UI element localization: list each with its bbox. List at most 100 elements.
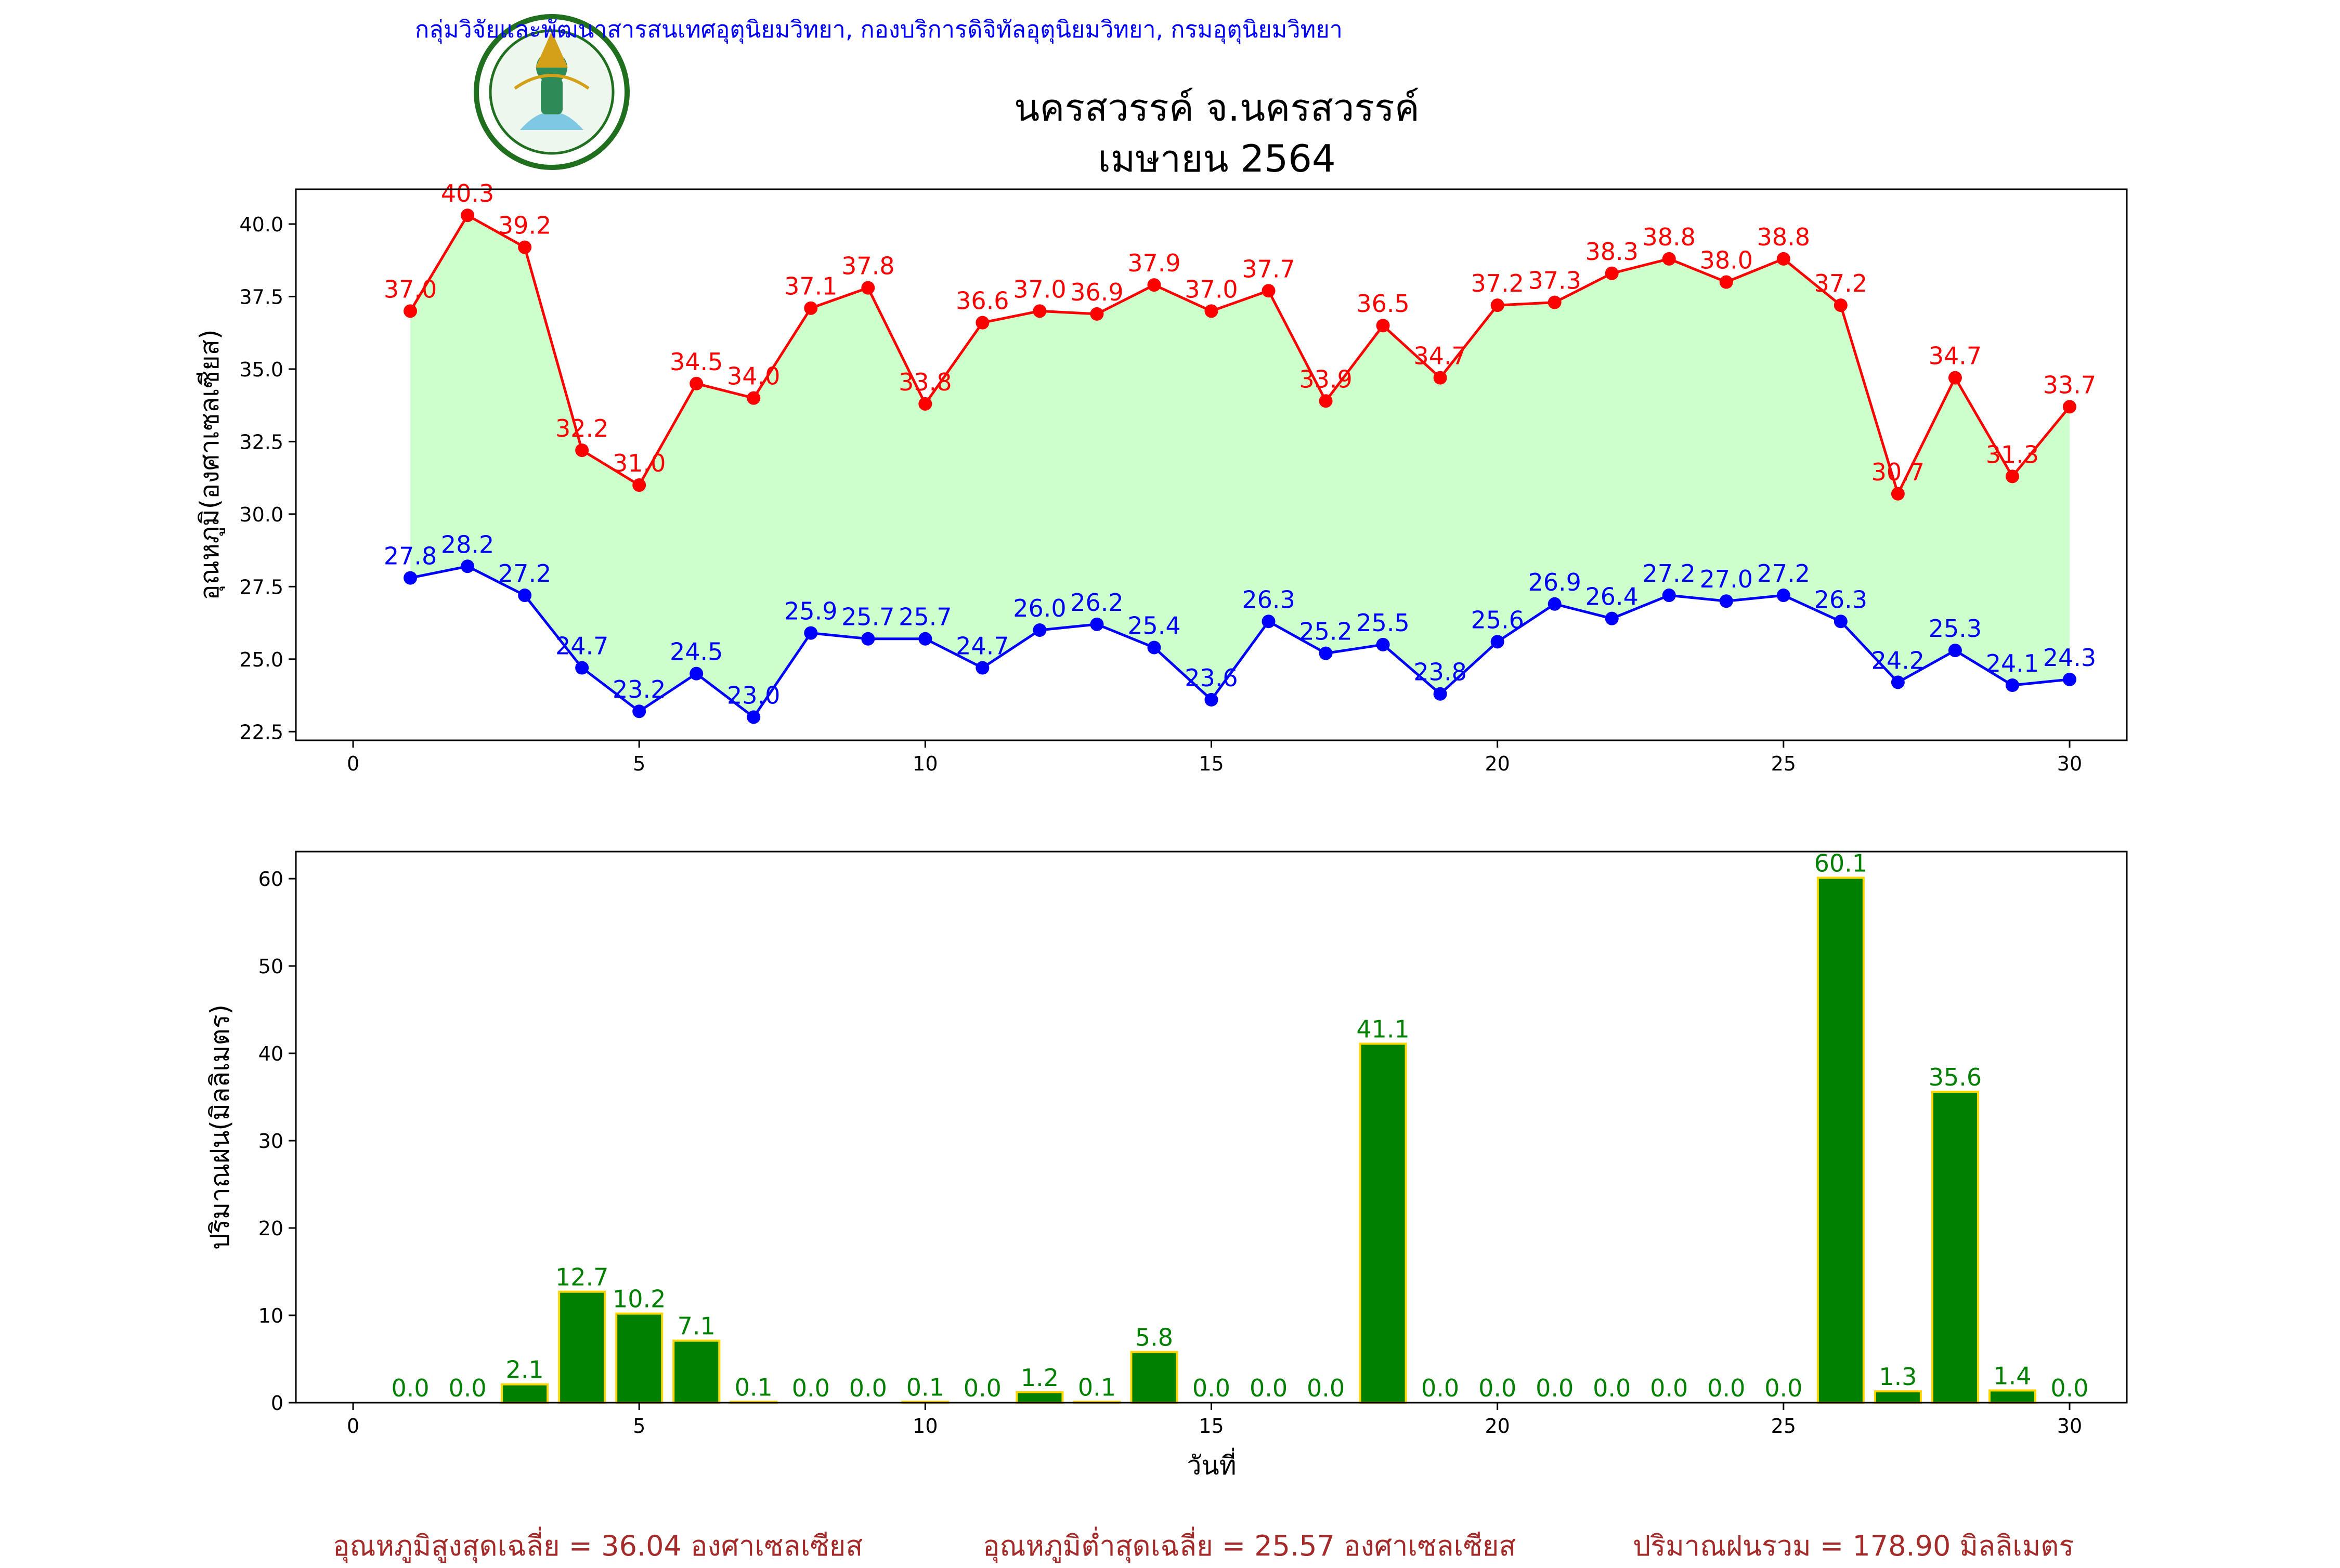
min-temperature-data-label: 24.7 [956,632,1009,660]
period-title: เมษายน 2564 [1098,137,1336,180]
max-temperature-point [1262,284,1276,298]
rainfall-y-tick-label: 40 [258,1042,283,1065]
min-temperature-point [1033,623,1047,637]
max-temperature-data-label: 33.8 [899,368,952,396]
min-temperature-point [1776,589,1790,603]
rainfall-bar [1130,1351,1178,1404]
min-temperature-data-label: 25.6 [1471,606,1524,634]
max-temperature-point [2005,469,2019,484]
min-temperature-point [1719,594,1733,608]
min-temperature-data-label: 26.3 [1814,585,1867,613]
rainfall-data-label: 0.0 [1536,1374,1574,1402]
max-temperature-data-label: 37.7 [1242,255,1295,283]
max-temperature-point [1319,394,1333,408]
min-temperature-point [461,559,475,573]
total-rainfall: ปริมาณฝนรวม = 178.90 มิลลิเมตร [1633,1530,2074,1562]
rainfall-bar [1988,1389,2036,1404]
temperature-x-tick-label: 30 [2057,752,2082,775]
rainfall-bar [1359,1042,1407,1404]
rainfall-x-tick-label: 30 [2057,1415,2082,1438]
max-temperature-data-label: 34.0 [727,362,780,390]
max-temperature-data-label: 31.0 [613,449,666,477]
rainfall-x-tick-label: 5 [633,1415,645,1438]
rainfall-data-label: 0.0 [1192,1374,1230,1402]
temperature-y-tick-label: 37.5 [239,285,283,308]
temperature-y-tick-label: 27.5 [239,576,283,598]
rainfall-bar [1816,877,1865,1404]
max-temperature-point [1490,298,1504,312]
temperature-range-fill [410,215,2070,717]
max-temperature-data-label: 37.2 [1814,269,1867,297]
max-temperature-point [1548,295,1562,309]
max-temperature-point [404,304,418,318]
rainfall-data-label: 0.0 [1764,1374,1802,1402]
average-max-temperature: อุณหภูมิสูงสุดเฉลี่ย = 36.04 องศาเซลเซีย… [333,1530,863,1562]
rainfall-chart: 0.0 0.0 2.1 12.710.2 7.1 0.1 0.0 0.0 0.1 0.0 1.2 0.… [205,849,2128,1481]
max-temperature-point [461,208,475,223]
max-temperature-data-label: 40.3 [441,179,494,207]
min-temperature-point [1490,635,1504,649]
rainfall-x-tick-label: 25 [1771,1415,1796,1438]
max-temperature-point [1719,275,1733,289]
rainfall-data-label: 1.3 [1879,1363,1917,1391]
max-temperature-data-label: 37.9 [1127,249,1180,277]
min-temperature-data-label: 27.2 [1757,559,1810,587]
min-temperature-point [861,632,875,646]
max-temperature-point [2062,400,2076,414]
rainfall-y-tick-label: 0 [271,1392,283,1415]
rainfall-data-label: 60.1 [1814,849,1867,877]
average-min-temperature: อุณหภูมิต่ำสุดเฉลี่ย = 25.57 องศาเซลเซีย… [983,1530,1516,1562]
temperature-chart: 37.0 40.339.2 32.231.0 34.534.0 37.137.8 33.8… [194,179,2128,775]
temperature-y-tick-label: 40.0 [239,213,283,236]
max-temperature-point [1147,278,1161,292]
min-temperature-point [575,661,589,675]
rainfall-y-tick-label: 30 [258,1130,283,1153]
rainfall-data-label: 0.0 [449,1374,487,1402]
max-temperature-point [1204,304,1218,318]
temperature-y-tick-label: 22.5 [239,721,283,743]
temperature-y-tick-label: 32.5 [239,430,283,453]
min-temperature-data-label: 27.2 [498,559,551,587]
min-temperature-data-label: 27.2 [1643,559,1696,587]
rainfall-y-tick-label: 10 [258,1304,283,1327]
rainfall-x-tick-label: 20 [1485,1415,1510,1438]
temperature-x-tick-label: 25 [1771,752,1796,775]
max-temperature-point [1376,319,1390,333]
rainfall-y-tick-label: 50 [258,955,283,978]
rainfall-y-tick-label: 60 [258,868,283,891]
rainfall-data-label: 35.6 [1929,1063,1982,1091]
max-temperature-data-label: 39.2 [498,212,551,240]
min-temperature-data-label: 24.3 [2043,644,2096,672]
temperature-y-tick-label: 35.0 [239,358,283,381]
rainfall-data-label: 0.0 [1650,1374,1688,1402]
max-temperature-point [632,478,646,492]
rainfall-y-axis-label: ปริมาณฝน(มิลลิเมตร) [205,1004,235,1250]
max-temperature-data-label: 37.0 [384,275,437,303]
max-temperature-point [1605,266,1619,280]
max-temperature-point [690,376,704,390]
min-temperature-point [1891,675,1905,689]
max-temperature-data-label: 30.7 [1871,458,1925,486]
rainfall-data-label: 5.8 [1135,1324,1173,1352]
min-temperature-point [1090,617,1104,631]
min-temperature-data-label: 24.7 [555,632,608,660]
min-temperature-point [632,704,646,718]
rainfall-x-axis-label: วันที่ [1187,1448,1236,1481]
min-temperature-point [1376,637,1390,651]
rainfall-data-label: 0.1 [906,1373,944,1401]
rainfall-data-label: 0.0 [391,1374,429,1402]
max-temperature-data-label: 33.9 [1299,365,1352,393]
max-temperature-data-label: 32.2 [555,414,608,442]
max-temperature-point [1776,252,1790,266]
max-temperature-point [1948,371,1962,385]
rainfall-data-label: 0.0 [1307,1374,1345,1402]
min-temperature-point [518,589,532,603]
max-temperature-data-label: 38.8 [1757,223,1810,251]
min-temperature-point [1662,589,1676,603]
temperature-y-tick-label: 30.0 [239,503,283,526]
max-temperature-data-label: 34.5 [670,348,723,376]
rainfall-bar [615,1312,664,1404]
max-temperature-point [1891,487,1905,501]
min-temperature-data-label: 28.2 [441,530,494,558]
